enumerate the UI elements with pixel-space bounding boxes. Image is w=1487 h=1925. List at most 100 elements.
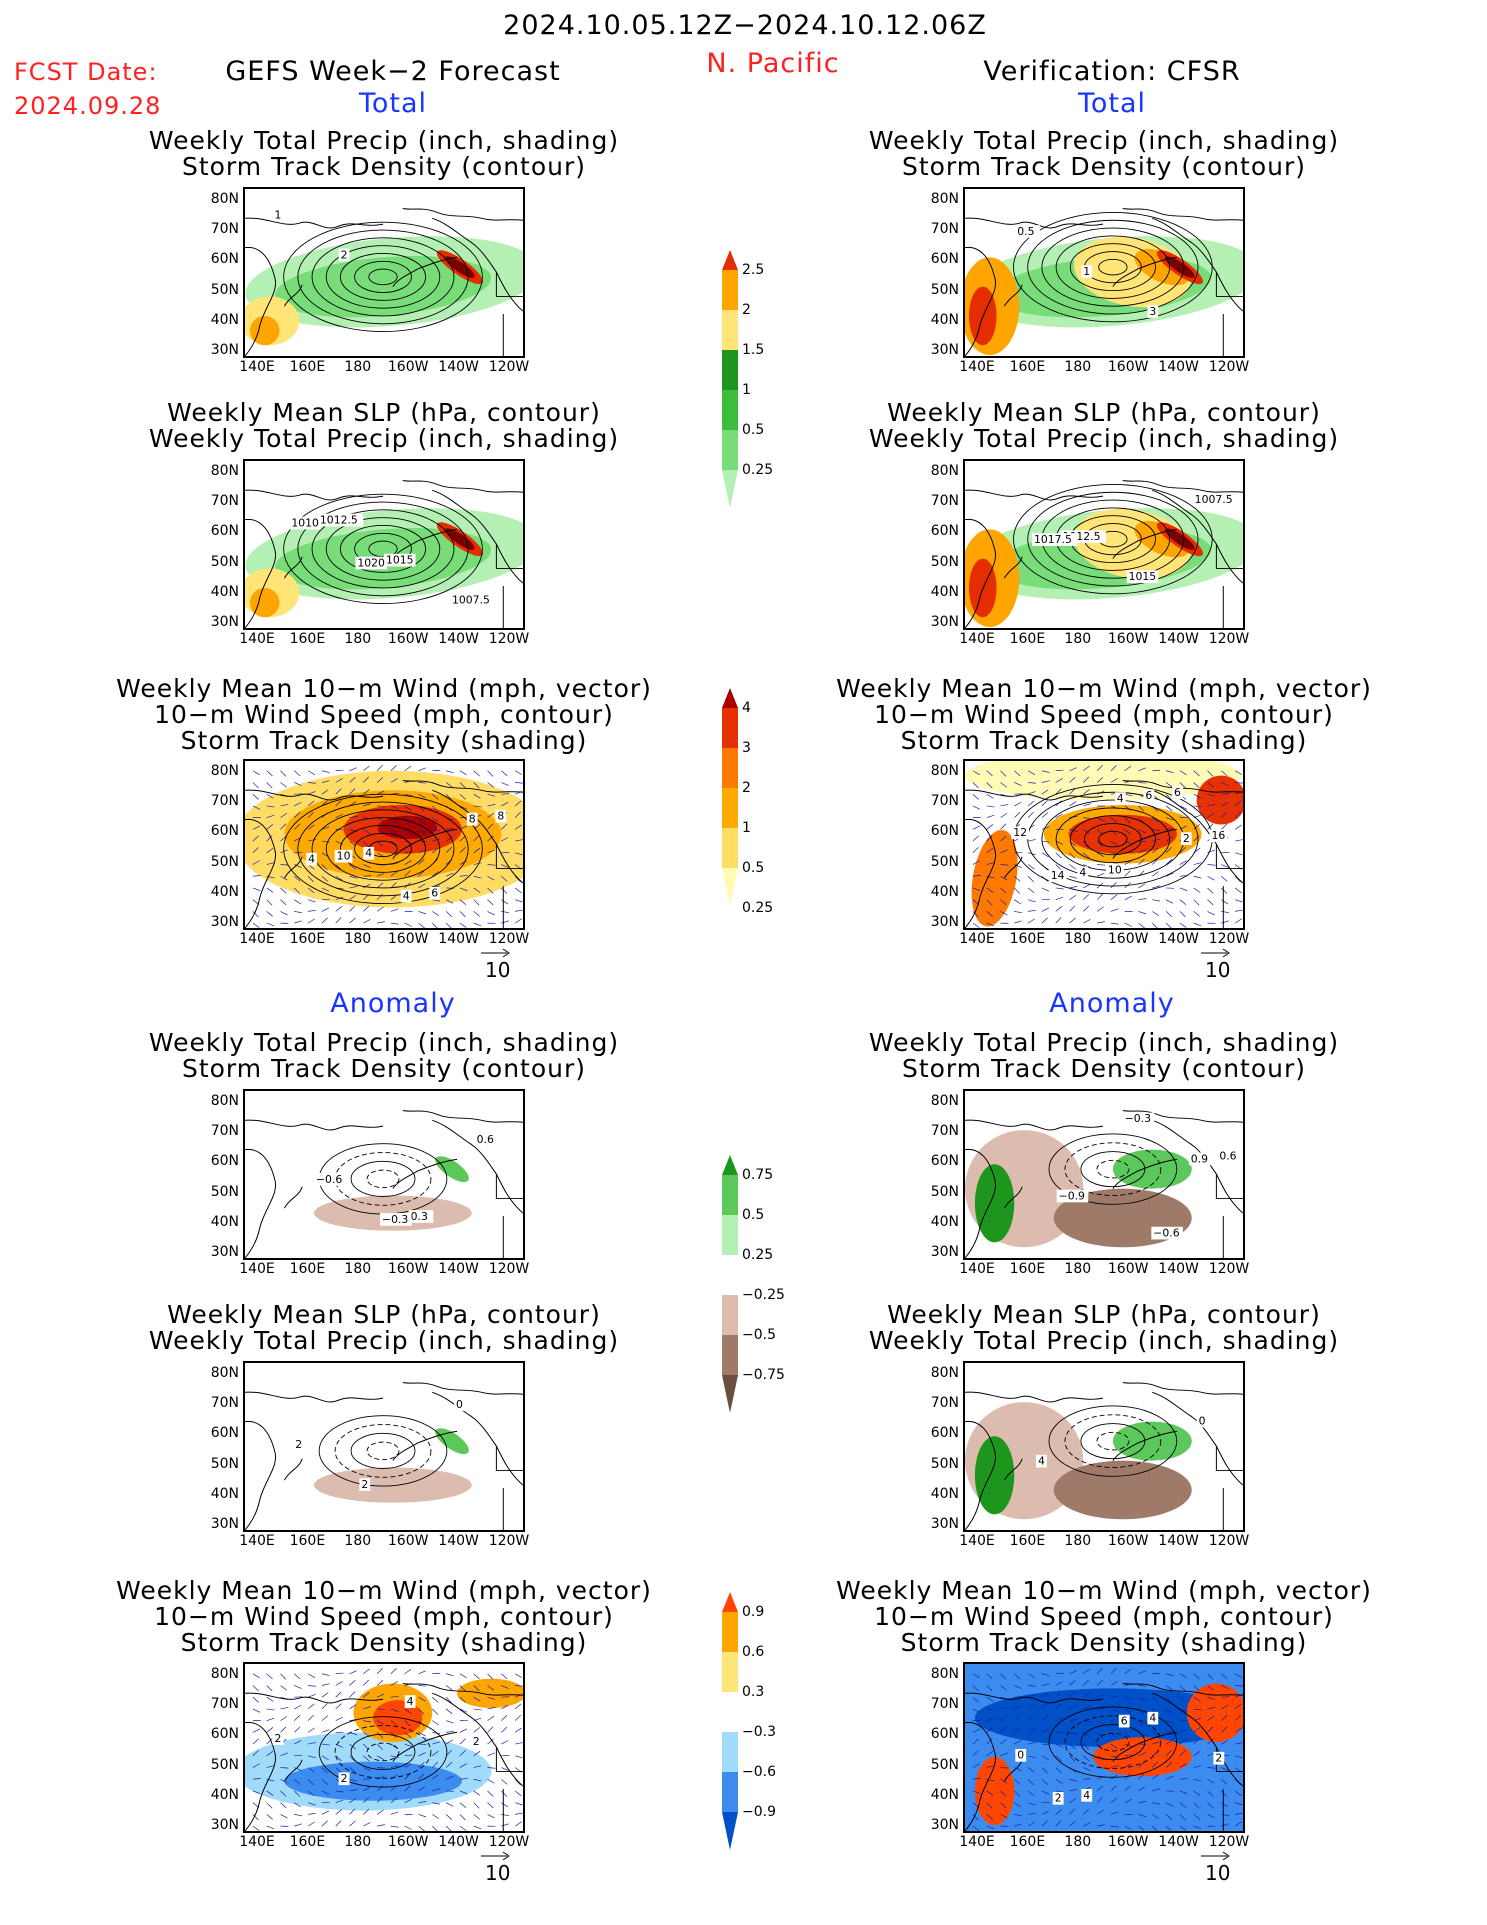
map-panel-r-precip-total: 0.5 1 3 bbox=[963, 187, 1245, 358]
r_slp_total-contour-label: 1015 bbox=[1129, 570, 1157, 583]
lat-tick-label: 80N bbox=[210, 763, 239, 779]
colorbar-tick-label: 1 bbox=[742, 820, 751, 836]
lat-tick-label: 30N bbox=[210, 614, 239, 630]
lon-tick-label: 120W bbox=[488, 1834, 530, 1850]
l_wind_anom-contour-label: 2 bbox=[341, 1772, 348, 1785]
r_slp_anom-contour-label: 4 bbox=[1038, 1455, 1045, 1468]
vector-reference-arrow bbox=[479, 944, 513, 963]
lat-tick-label: 60N bbox=[210, 1425, 239, 1442]
l_wind_total-contour-label: 4 bbox=[403, 890, 410, 903]
lon-tick-label: 120W bbox=[488, 1261, 530, 1277]
lat-tick-label: 30N bbox=[210, 1244, 239, 1260]
vector-reference-label: 10 bbox=[485, 958, 511, 982]
lon-tick-label: 160W bbox=[387, 931, 429, 947]
colorbar-tick-label: 0.5 bbox=[742, 422, 765, 438]
lon-tick-label: 160E bbox=[289, 1533, 326, 1549]
r_precip_anom-contour-label: −0.6 bbox=[1153, 1227, 1179, 1240]
lon-tick-label: 160E bbox=[1009, 1834, 1046, 1850]
l_slp_anom-title-line-2: Weekly Total Precip (inch, shading) bbox=[148, 1326, 620, 1355]
r_wind_total-contour-label: 4 bbox=[1117, 792, 1124, 805]
r_slp_total-title-line-1: Weekly Mean SLP (hPa, contour) bbox=[887, 398, 1321, 427]
r_precip_anom-contour-label: 0.9 bbox=[1191, 1152, 1208, 1165]
lat-tick-label: 60N bbox=[210, 823, 239, 840]
lat-tick-label: 40N bbox=[210, 1786, 239, 1803]
r_wind_anom-contour-label: 0 bbox=[1017, 1749, 1024, 1762]
lon-tick-label: 120W bbox=[1208, 359, 1250, 375]
r_wind_total-contour-label: 2 bbox=[1183, 832, 1190, 845]
lon-tick-label: 160W bbox=[1107, 631, 1149, 647]
region-title: N. Pacific bbox=[706, 48, 840, 79]
right-total-heading: Total bbox=[1077, 88, 1147, 119]
lon-tick-label: 160E bbox=[289, 1834, 326, 1850]
lon-tick-label: 140W bbox=[1158, 931, 1199, 947]
lon-tick-label: 160W bbox=[1107, 359, 1149, 375]
r_precip_anom-contour-label: 0.6 bbox=[1219, 1149, 1236, 1162]
vector-reference-label: 10 bbox=[485, 1861, 511, 1885]
l_slp_total-title-line-1: Weekly Mean SLP (hPa, contour) bbox=[167, 398, 601, 427]
lon-tick-label: 140W bbox=[1158, 1533, 1199, 1549]
lat-tick-label: 40N bbox=[930, 311, 959, 328]
lat-tick-label: 80N bbox=[210, 463, 239, 479]
colorbar-precip-total bbox=[715, 250, 745, 574]
lat-tick-label: 80N bbox=[930, 763, 959, 779]
lon-tick-label: 180 bbox=[1064, 631, 1092, 647]
lat-tick-label: 40N bbox=[210, 583, 239, 600]
lon-tick-label: 140E bbox=[959, 1834, 995, 1850]
lat-tick-label: 50N bbox=[210, 1756, 239, 1773]
vector-reference-label: 10 bbox=[1205, 958, 1231, 982]
r_precip_total-contour-label: 1 bbox=[1083, 265, 1090, 278]
lon-tick-label: 140E bbox=[239, 1533, 275, 1549]
colorbar-tick-label: 0.25 bbox=[742, 1247, 774, 1263]
r_slp_anom-contour-label: 0 bbox=[1199, 1415, 1206, 1428]
colorbar-tick-label: 0.25 bbox=[742, 900, 774, 916]
lat-tick-label: 40N bbox=[930, 1485, 959, 1502]
l_wind_anom-title-line-2: 10−m Wind Speed (mph, contour) bbox=[154, 1602, 614, 1631]
lon-tick-label: 160W bbox=[1107, 1533, 1149, 1549]
lon-tick-label: 140E bbox=[959, 931, 995, 947]
colorbar-tick-label: −0.9 bbox=[742, 1804, 776, 1820]
l_wind_anom-contour-label: 4 bbox=[407, 1695, 414, 1708]
r_wind_total-contour-label: 16 bbox=[1211, 829, 1225, 842]
colorbar-precip-anom bbox=[715, 1155, 745, 1479]
lat-tick-label: 50N bbox=[930, 1183, 959, 1200]
lat-tick-label: 50N bbox=[210, 1183, 239, 1200]
lon-tick-label: 160W bbox=[1107, 1834, 1149, 1850]
lon-tick-label: 160E bbox=[1009, 631, 1046, 647]
l_precip_total-contour-label: 1 bbox=[275, 208, 282, 221]
vector-reference-arrow bbox=[1199, 1847, 1233, 1866]
colorbar-tick-label: −0.25 bbox=[742, 1287, 785, 1303]
l_wind_total-title-line-3: Storm Track Density (shading) bbox=[180, 726, 588, 755]
l_wind_anom-contour-label: 2 bbox=[275, 1732, 282, 1745]
lat-tick-label: 70N bbox=[930, 1123, 959, 1140]
lon-tick-label: 180 bbox=[344, 1533, 372, 1549]
colorbar-tick-label: −0.3 bbox=[742, 1724, 776, 1740]
lat-tick-label: 50N bbox=[210, 281, 239, 298]
l_precip_total-title-line-1: Weekly Total Precip (inch, shading) bbox=[148, 126, 620, 155]
l_wind_anom-contour-label: 2 bbox=[473, 1735, 480, 1748]
vector-reference-arrow bbox=[1199, 944, 1233, 963]
r_wind_total-title-line-3: Storm Track Density (shading) bbox=[900, 726, 1308, 755]
colorbar-tick-label: 2 bbox=[742, 780, 751, 796]
date-range-title: 2024.10.05.12Z−2024.10.12.06Z bbox=[503, 10, 987, 41]
lon-tick-label: 180 bbox=[344, 1834, 372, 1850]
l_slp_total-title-line-2: Weekly Total Precip (inch, shading) bbox=[148, 424, 620, 453]
lon-tick-label: 180 bbox=[344, 359, 372, 375]
lat-tick-label: 60N bbox=[930, 1425, 959, 1442]
lat-tick-label: 70N bbox=[210, 1395, 239, 1412]
map-panel-l-slp-total: 1012.5 1015 1007.5 1010 1020 bbox=[243, 459, 525, 630]
vector-reference-arrow bbox=[479, 1847, 513, 1866]
lon-tick-label: 140E bbox=[959, 1261, 995, 1277]
map-panel-l-precip-anom: 0.3 0.6 −0.6 −0.3 bbox=[243, 1089, 525, 1260]
colorbar-tick-label: 1 bbox=[742, 382, 751, 398]
lat-tick-label: 50N bbox=[930, 553, 959, 570]
lat-tick-label: 40N bbox=[930, 1213, 959, 1230]
lon-tick-label: 140W bbox=[438, 631, 479, 647]
lon-tick-label: 180 bbox=[1064, 1533, 1092, 1549]
lat-tick-label: 40N bbox=[210, 883, 239, 900]
map-panel-r-wind-total: 10 6 12 4 6 16 14 4 2 bbox=[963, 759, 1245, 930]
lat-tick-label: 60N bbox=[930, 523, 959, 540]
lat-tick-label: 80N bbox=[210, 1365, 239, 1381]
lat-tick-label: 70N bbox=[930, 793, 959, 810]
r_wind_total-contour-label: 12 bbox=[1013, 826, 1027, 839]
